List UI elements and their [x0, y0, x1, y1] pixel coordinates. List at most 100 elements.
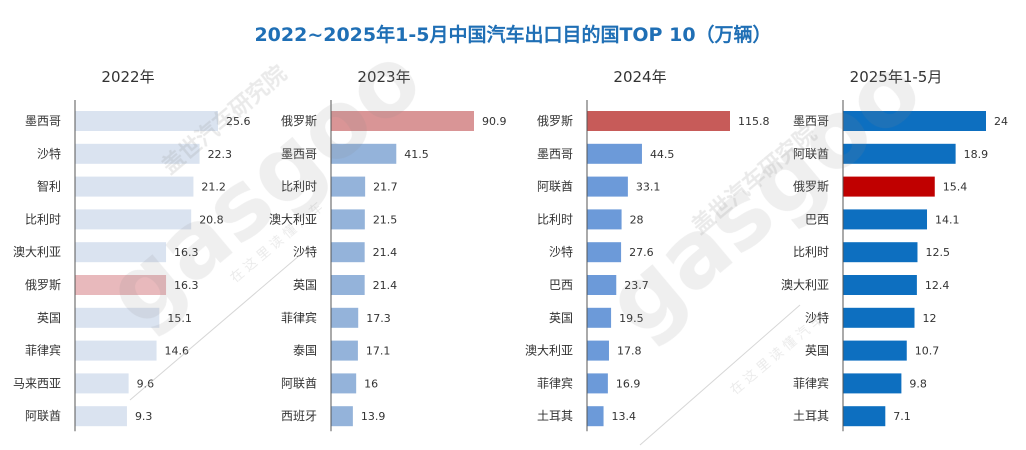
bar [587, 307, 612, 328]
bar [587, 340, 609, 361]
bar [331, 373, 357, 394]
value-label: 33.1 [636, 181, 661, 194]
value-label: 21.5 [373, 213, 398, 226]
category-label: 马来西亚 [13, 376, 61, 390]
category-label: 俄罗斯 [537, 114, 573, 128]
category-label: 墨西哥 [793, 114, 829, 128]
category-label: 墨西哥 [25, 114, 61, 128]
value-label: 21.2 [201, 181, 226, 194]
value-label: 90.9 [482, 115, 507, 128]
category-label: 澳大利亚 [13, 245, 61, 259]
value-label: 12 [923, 312, 937, 325]
category-label: 比利时 [537, 212, 573, 226]
panel-2022: 2022年 墨西哥 25.6 沙特 22.3 智利 21.2 比利时 20.8 澳大利亚 16.3… [0, 66, 256, 450]
panel-title: 2022年 [101, 68, 155, 86]
category-label: 沙特 [37, 146, 61, 161]
category-label: 英国 [293, 278, 317, 292]
bar [331, 209, 365, 230]
category-label: 英国 [805, 344, 829, 358]
bar [331, 176, 366, 197]
value-label: 24 [994, 115, 1008, 128]
category-label: 巴西 [549, 278, 573, 292]
bar [587, 209, 622, 230]
bar [843, 176, 935, 197]
category-label: 西班牙 [281, 409, 317, 423]
category-label: 沙特 [805, 310, 829, 325]
value-label: 13.4 [612, 410, 637, 423]
category-label: 菲律宾 [281, 310, 317, 325]
value-label: 115.8 [738, 115, 770, 128]
value-label: 21.7 [373, 181, 398, 194]
value-label: 10.7 [915, 345, 940, 358]
category-label: 俄罗斯 [281, 114, 317, 128]
bar [331, 275, 365, 295]
value-label: 16.3 [174, 246, 199, 259]
value-label: 23.7 [624, 279, 649, 292]
bar [843, 242, 918, 263]
value-label: 21.4 [373, 279, 398, 292]
category-label: 澳大利亚 [781, 278, 829, 292]
value-label: 16.3 [174, 279, 199, 292]
bar [843, 373, 902, 394]
value-label: 27.6 [629, 246, 654, 259]
value-label: 22.3 [208, 148, 233, 161]
category-label: 俄罗斯 [793, 180, 829, 194]
value-label: 9.6 [137, 377, 155, 390]
category-label: 比利时 [793, 245, 829, 259]
category-label: 巴西 [805, 212, 829, 226]
bar [75, 406, 127, 427]
bar [587, 176, 628, 197]
bar [587, 143, 642, 164]
category-label: 澳大利亚 [269, 212, 317, 226]
bar [587, 275, 617, 295]
value-label: 20.8 [199, 213, 224, 226]
value-label: 9.3 [135, 410, 153, 423]
category-label: 沙特 [293, 244, 317, 259]
bar [843, 275, 917, 295]
category-label: 菲律宾 [25, 343, 61, 358]
category-label: 墨西哥 [537, 147, 573, 161]
value-label: 16.9 [616, 377, 641, 390]
value-label: 41.5 [404, 148, 429, 161]
bar [587, 111, 730, 131]
category-label: 泰国 [293, 344, 317, 358]
bar [75, 275, 167, 295]
category-label: 墨西哥 [281, 147, 317, 161]
category-label: 沙特 [549, 244, 573, 259]
value-label: 14.1 [935, 213, 960, 226]
bar [75, 340, 157, 361]
category-label: 澳大利亚 [525, 344, 573, 358]
bar [843, 209, 928, 230]
category-label: 比利时 [281, 180, 317, 194]
bar [331, 111, 474, 131]
bar-chart-2024: 俄罗斯 115.8 墨西哥 44.5 阿联酋 33.1 比利时 28 沙特 27.6 巴西 23.7 英… [525, 100, 770, 432]
bar [75, 209, 192, 230]
bar [331, 242, 365, 263]
category-label: 比利时 [25, 212, 61, 226]
bar-chart-2022: 墨西哥 25.6 沙特 22.3 智利 21.2 比利时 20.8 澳大利亚 16.3 俄罗斯 16.… [13, 100, 251, 432]
bar [331, 406, 353, 427]
category-label: 菲律宾 [537, 375, 573, 390]
bar [75, 373, 129, 394]
category-label: 阿联酋 [537, 179, 573, 194]
value-label: 44.5 [650, 148, 675, 161]
bar [587, 373, 608, 394]
value-label: 12.5 [925, 246, 950, 259]
bar [587, 242, 622, 263]
value-label: 17.3 [366, 312, 391, 325]
value-label: 28 [630, 213, 644, 226]
panel-title: 2023年 [357, 68, 411, 86]
value-label: 15.4 [943, 181, 968, 194]
category-label: 土耳其 [793, 409, 829, 423]
category-label: 阿联酋 [25, 408, 61, 423]
bar [331, 307, 359, 328]
panel-2025: 2025年1-5月 墨西哥 24 阿联酋 18.9 俄罗斯 15.4 巴西 14.1 比利时 12… [768, 66, 1024, 450]
value-label: 17.1 [366, 345, 391, 358]
category-label: 智利 [37, 179, 61, 194]
bar [75, 111, 218, 131]
bar [843, 406, 886, 427]
bar [843, 307, 915, 328]
value-label: 15.1 [167, 312, 192, 325]
panel-2023: 2023年 俄罗斯 90.9 墨西哥 41.5 比利时 21.7 澳大利亚 21.5 沙特 21.… [256, 66, 512, 450]
category-label: 俄罗斯 [25, 278, 61, 292]
